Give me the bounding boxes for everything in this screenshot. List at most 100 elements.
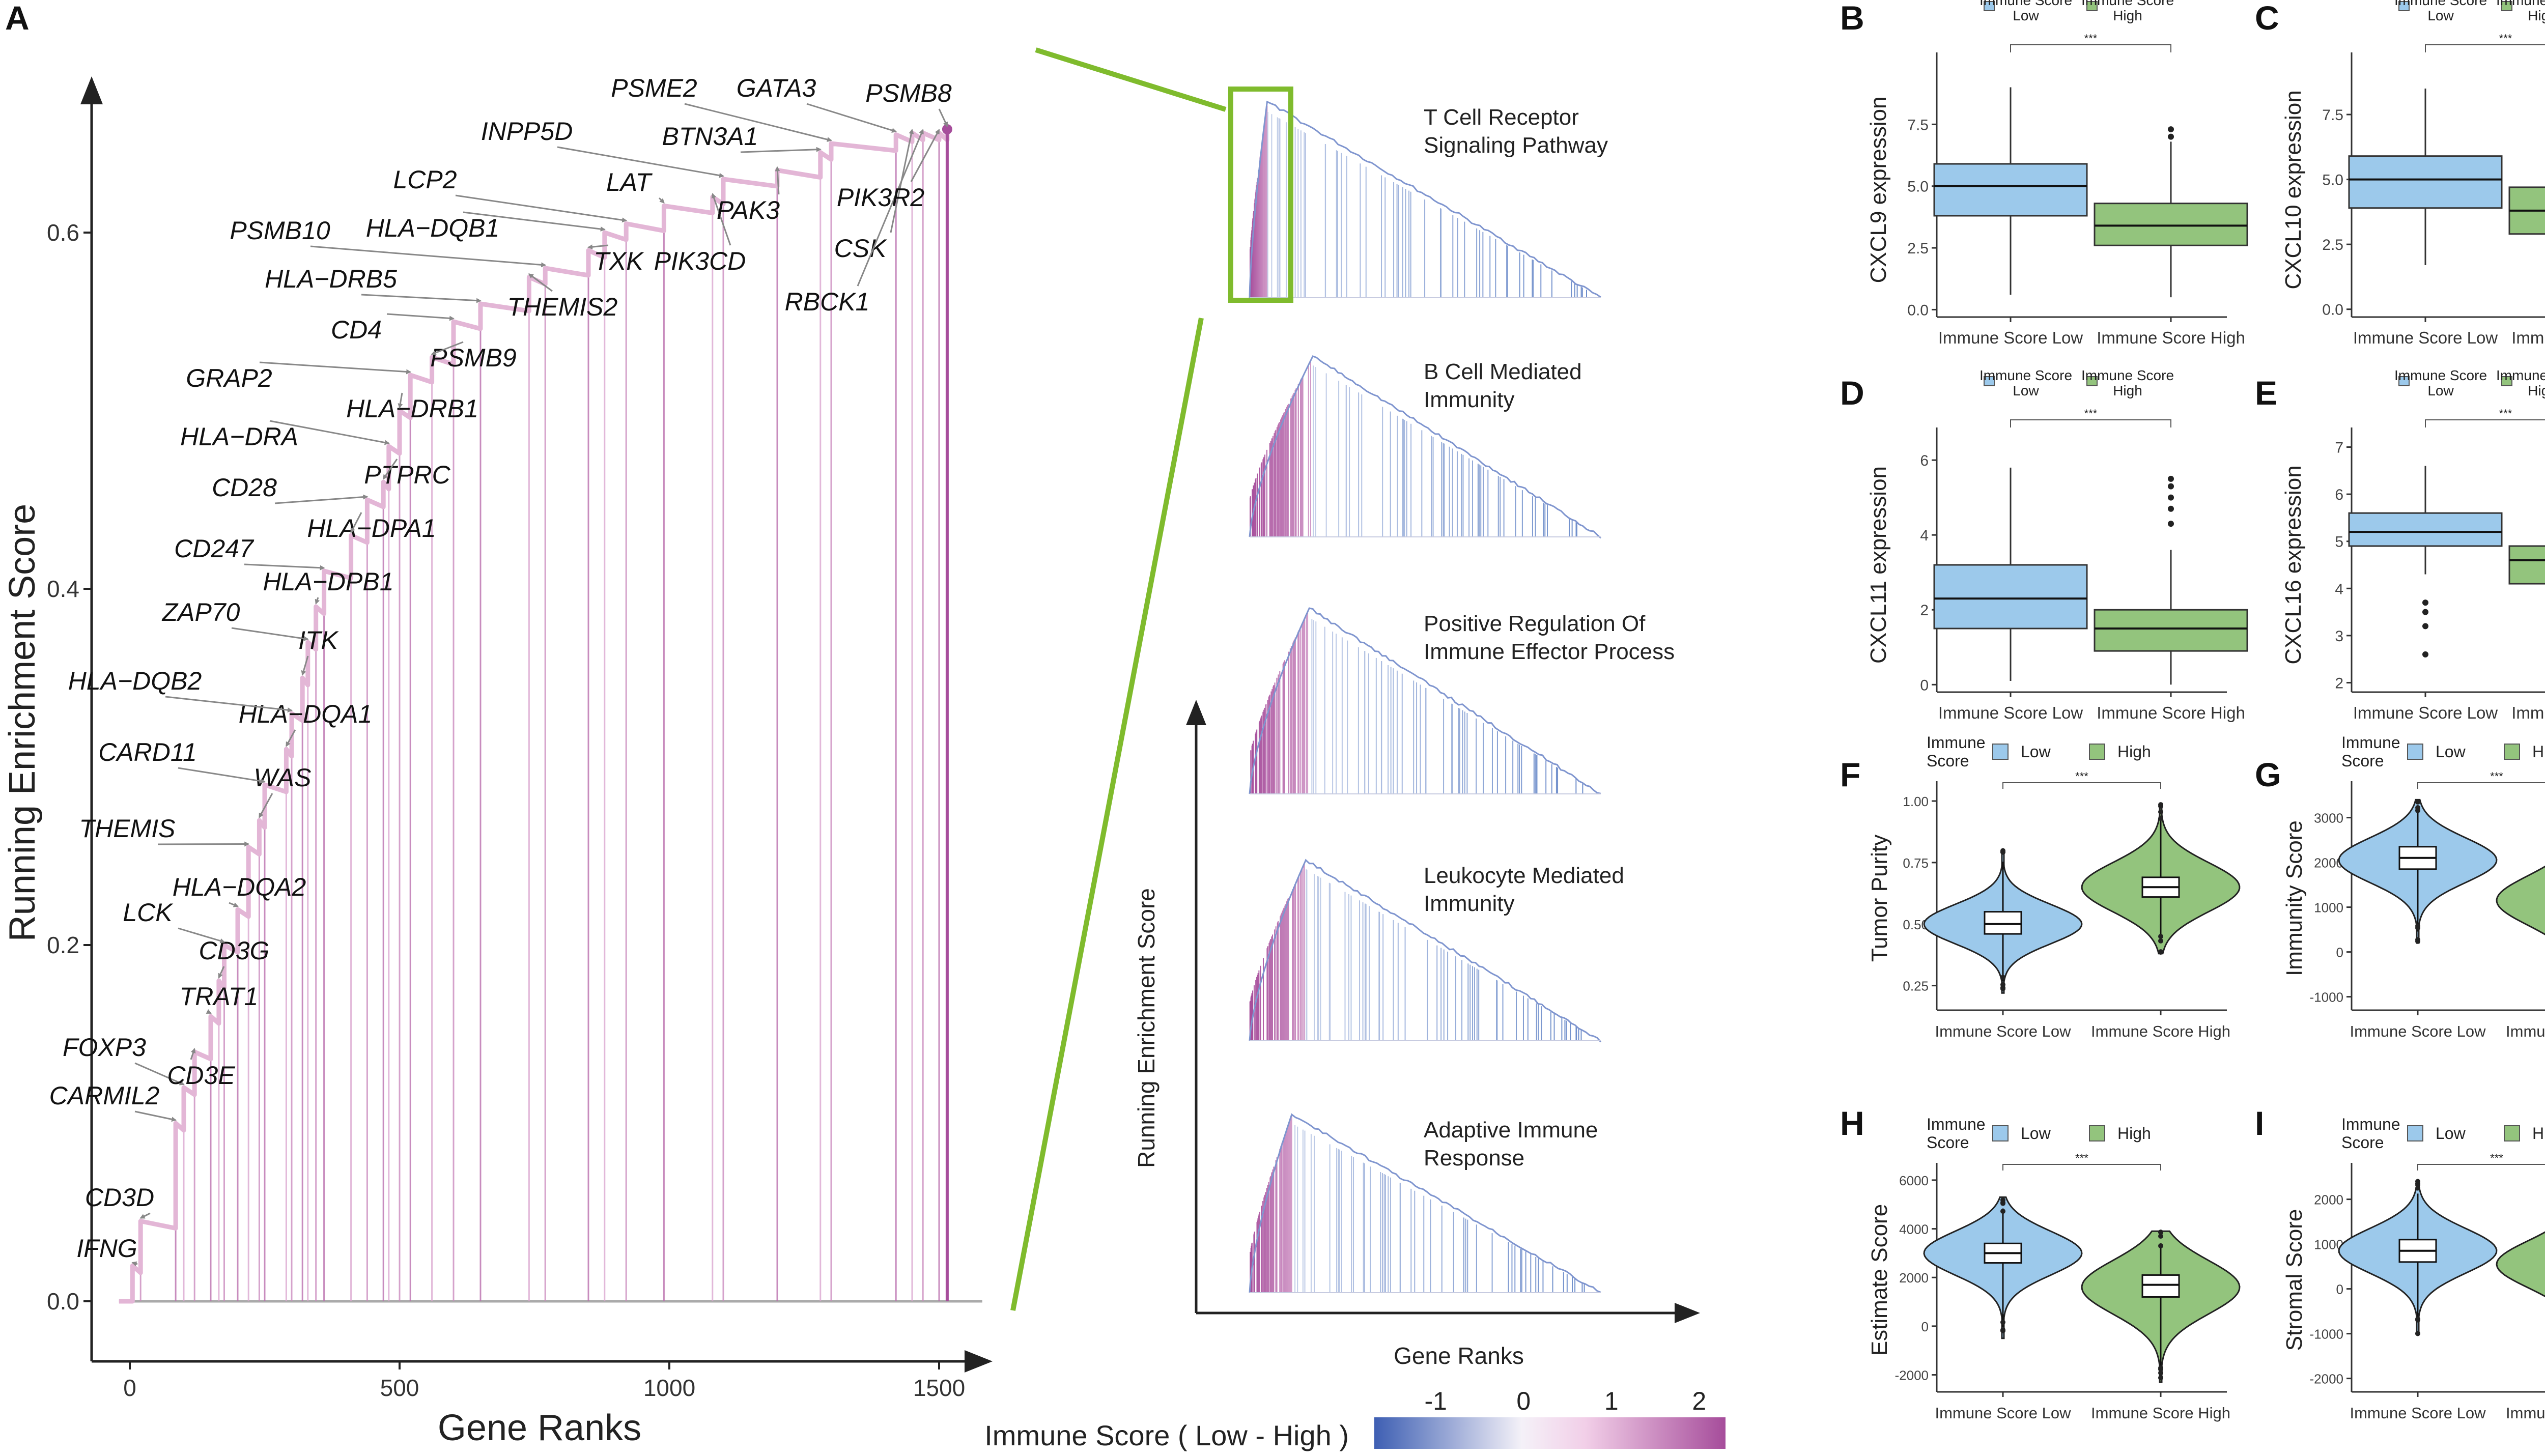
a-gene-label: LCP2 bbox=[393, 165, 457, 194]
legend-high-line2: High bbox=[2113, 383, 2142, 398]
a-y-tick-label: 0.4 bbox=[47, 576, 79, 602]
outlier-point bbox=[2158, 809, 2163, 815]
a-gene-label: HLA−DQA1 bbox=[239, 700, 373, 728]
panel-letter-b: B bbox=[1840, 0, 1864, 37]
significance-bracket bbox=[2010, 419, 2171, 427]
legend-high-line1: Immune Score bbox=[2081, 0, 2174, 8]
a-gene-arrow bbox=[134, 1110, 177, 1122]
legend-low-line2: Low bbox=[2013, 8, 2039, 23]
y-axis-label: CXCL11 expression bbox=[1866, 466, 1891, 664]
a-gene-label: HLA−DQB1 bbox=[366, 214, 500, 242]
a-gene-arrow bbox=[218, 966, 225, 979]
significance-bracket bbox=[2425, 44, 2545, 52]
gsea-title-line2: Immunity bbox=[1424, 387, 1514, 412]
outlier-point bbox=[2000, 1209, 2005, 1214]
legend-low-label: Low bbox=[2436, 1124, 2466, 1143]
gsea-plot-5: Adaptive Immune Response bbox=[1249, 1113, 1601, 1293]
colorbar bbox=[1374, 1417, 1726, 1449]
outlier-point bbox=[2158, 1366, 2163, 1372]
a-gene-label: HLA−DRA bbox=[180, 422, 298, 451]
a-gene-label: GRAP2 bbox=[186, 364, 272, 392]
a-gene-label: CSK bbox=[834, 234, 888, 263]
legend-swatch-low bbox=[1992, 1125, 2009, 1141]
panel-letter-g: G bbox=[2255, 756, 2281, 793]
a-gene-label: GATA3 bbox=[737, 74, 816, 102]
a-gene-label: WAS bbox=[254, 763, 312, 792]
gsea-running-curve bbox=[1249, 1113, 1601, 1293]
violin-high bbox=[2496, 1231, 2545, 1297]
a-gene-label: HLA−DPB1 bbox=[263, 567, 393, 596]
outlier-point bbox=[2422, 623, 2428, 630]
legend-swatch-high bbox=[2504, 744, 2520, 760]
y-tick-label: 0.25 bbox=[1903, 979, 1929, 994]
outlier-point bbox=[2000, 1197, 2005, 1203]
outlier-point bbox=[2158, 938, 2163, 944]
a-x-tick-label: 1000 bbox=[643, 1375, 695, 1401]
a-gene-arrow bbox=[938, 108, 948, 127]
a-gene-arrow bbox=[557, 146, 724, 178]
box-low bbox=[1933, 163, 2088, 217]
a-gene-arrow bbox=[857, 129, 924, 287]
a-gene-label: PSMB8 bbox=[865, 79, 952, 107]
y-axis-label: CXCL9 expression bbox=[1866, 97, 1891, 283]
x-tick-label: Immune Score Low bbox=[1938, 703, 2083, 722]
outlier-point bbox=[2415, 1182, 2420, 1188]
x-tick-label: Immune Score High bbox=[2091, 1404, 2230, 1422]
panel-letter-d: D bbox=[1840, 374, 1864, 412]
legend-low-label: Low bbox=[2021, 743, 2051, 761]
x-tick-label: Immune Score High bbox=[2091, 1022, 2230, 1040]
a-gene-arrow bbox=[386, 313, 455, 321]
outlier-point bbox=[2158, 1375, 2163, 1381]
a-gene-arrow bbox=[178, 767, 266, 784]
a-gene-arrow bbox=[382, 459, 398, 480]
y-tick-label: -2000 bbox=[1895, 1368, 1929, 1383]
legend-high-label: High bbox=[2117, 743, 2151, 761]
a-x-axis-label: Gene Ranks bbox=[438, 1408, 641, 1448]
significance-bracket bbox=[2010, 44, 2171, 52]
a-gene-arrow bbox=[684, 103, 832, 142]
a-gene-label: RBCK1 bbox=[785, 288, 870, 316]
gsea-running-curve bbox=[1249, 100, 1601, 298]
outlier-point bbox=[2000, 982, 2005, 987]
a-gene-label: HLA−DRB1 bbox=[346, 394, 478, 423]
x-tick-label: Immune Score High bbox=[2097, 328, 2245, 347]
a-y-tick-label: 0.2 bbox=[47, 932, 79, 958]
x-tick-label: Immune Score High bbox=[2511, 703, 2545, 722]
outlier-point bbox=[2158, 1230, 2163, 1235]
x-tick-label: Immune Score Low bbox=[1938, 328, 2083, 347]
y-tick-label: -1000 bbox=[2310, 1327, 2344, 1342]
a-gene-label: PIK3R2 bbox=[837, 183, 925, 212]
y-tick-label: 2 bbox=[1920, 602, 1929, 619]
a-gene-arrow bbox=[398, 392, 403, 409]
legend-swatch-high bbox=[2089, 1125, 2105, 1141]
a-gene-label: CD3E bbox=[167, 1061, 235, 1090]
gsea-running-curve bbox=[1249, 607, 1601, 794]
zoom-highlight-box bbox=[1228, 87, 1293, 303]
y-tick-label: 2.5 bbox=[2322, 237, 2343, 253]
a-gene-label: CARMIL2 bbox=[49, 1081, 160, 1110]
gsea-title-line2: Immune Effector Process bbox=[1424, 639, 1675, 664]
a-gene-label: CD28 bbox=[212, 473, 277, 502]
a-gene-label: ZAP70 bbox=[162, 598, 240, 626]
legend-high-line1: Immune Score bbox=[2496, 0, 2545, 8]
outlier-point bbox=[2415, 923, 2420, 929]
outlier-point bbox=[2415, 938, 2420, 944]
a-gene-arrow bbox=[455, 194, 628, 223]
a-gene-arrow bbox=[806, 103, 897, 133]
panel-letter-c: C bbox=[2255, 0, 2279, 37]
outlier-point bbox=[2158, 949, 2163, 955]
legend-high-line2: High bbox=[2528, 383, 2545, 398]
significance-bracket bbox=[2417, 1164, 2545, 1170]
legend-swatch-low bbox=[2407, 744, 2423, 760]
colorbar-tick-label: 1 bbox=[1604, 1387, 1619, 1415]
y-axis-label: Immunity Score bbox=[2282, 820, 2307, 976]
y-tick-label: 5.0 bbox=[2322, 172, 2343, 189]
gsea-stack: T Cell Receptor Signaling Pathway B Cell M… bbox=[1133, 87, 1700, 1369]
outlier-point bbox=[2158, 1370, 2163, 1376]
a-gene-arrow bbox=[157, 841, 250, 847]
legend-high-line2: High bbox=[2113, 8, 2142, 23]
legend-low-line2: Low bbox=[2427, 8, 2454, 23]
y-axis-label: CXCL16 expression bbox=[2281, 465, 2306, 664]
